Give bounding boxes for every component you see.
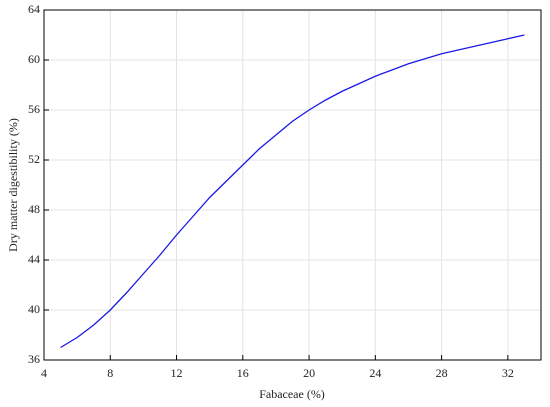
x-tick-label: 4 — [41, 366, 47, 380]
x-tick-label: 32 — [502, 366, 514, 380]
y-axis-label: Dry matter digestibility (%) — [6, 118, 20, 252]
y-tick-label: 52 — [28, 152, 40, 166]
y-tick-label: 64 — [28, 2, 40, 16]
x-tick-label: 8 — [107, 366, 113, 380]
x-tick-label: 12 — [171, 366, 183, 380]
x-axis-label: Fabaceae (%) — [259, 387, 325, 401]
y-tick-label: 44 — [28, 252, 40, 266]
x-tick-label: 20 — [303, 366, 315, 380]
y-tick-label: 36 — [28, 352, 40, 366]
y-tick-label: 56 — [28, 102, 40, 116]
plot-frame — [43, 9, 542, 361]
y-tick-label: 40 — [28, 302, 40, 316]
y-tick-label: 60 — [28, 52, 40, 66]
data-line — [60, 34, 525, 349]
y-tick-label: 48 — [28, 202, 40, 216]
x-tick-label: 28 — [436, 366, 448, 380]
x-tick-label: 16 — [237, 366, 249, 380]
x-tick-label: 24 — [369, 366, 381, 380]
